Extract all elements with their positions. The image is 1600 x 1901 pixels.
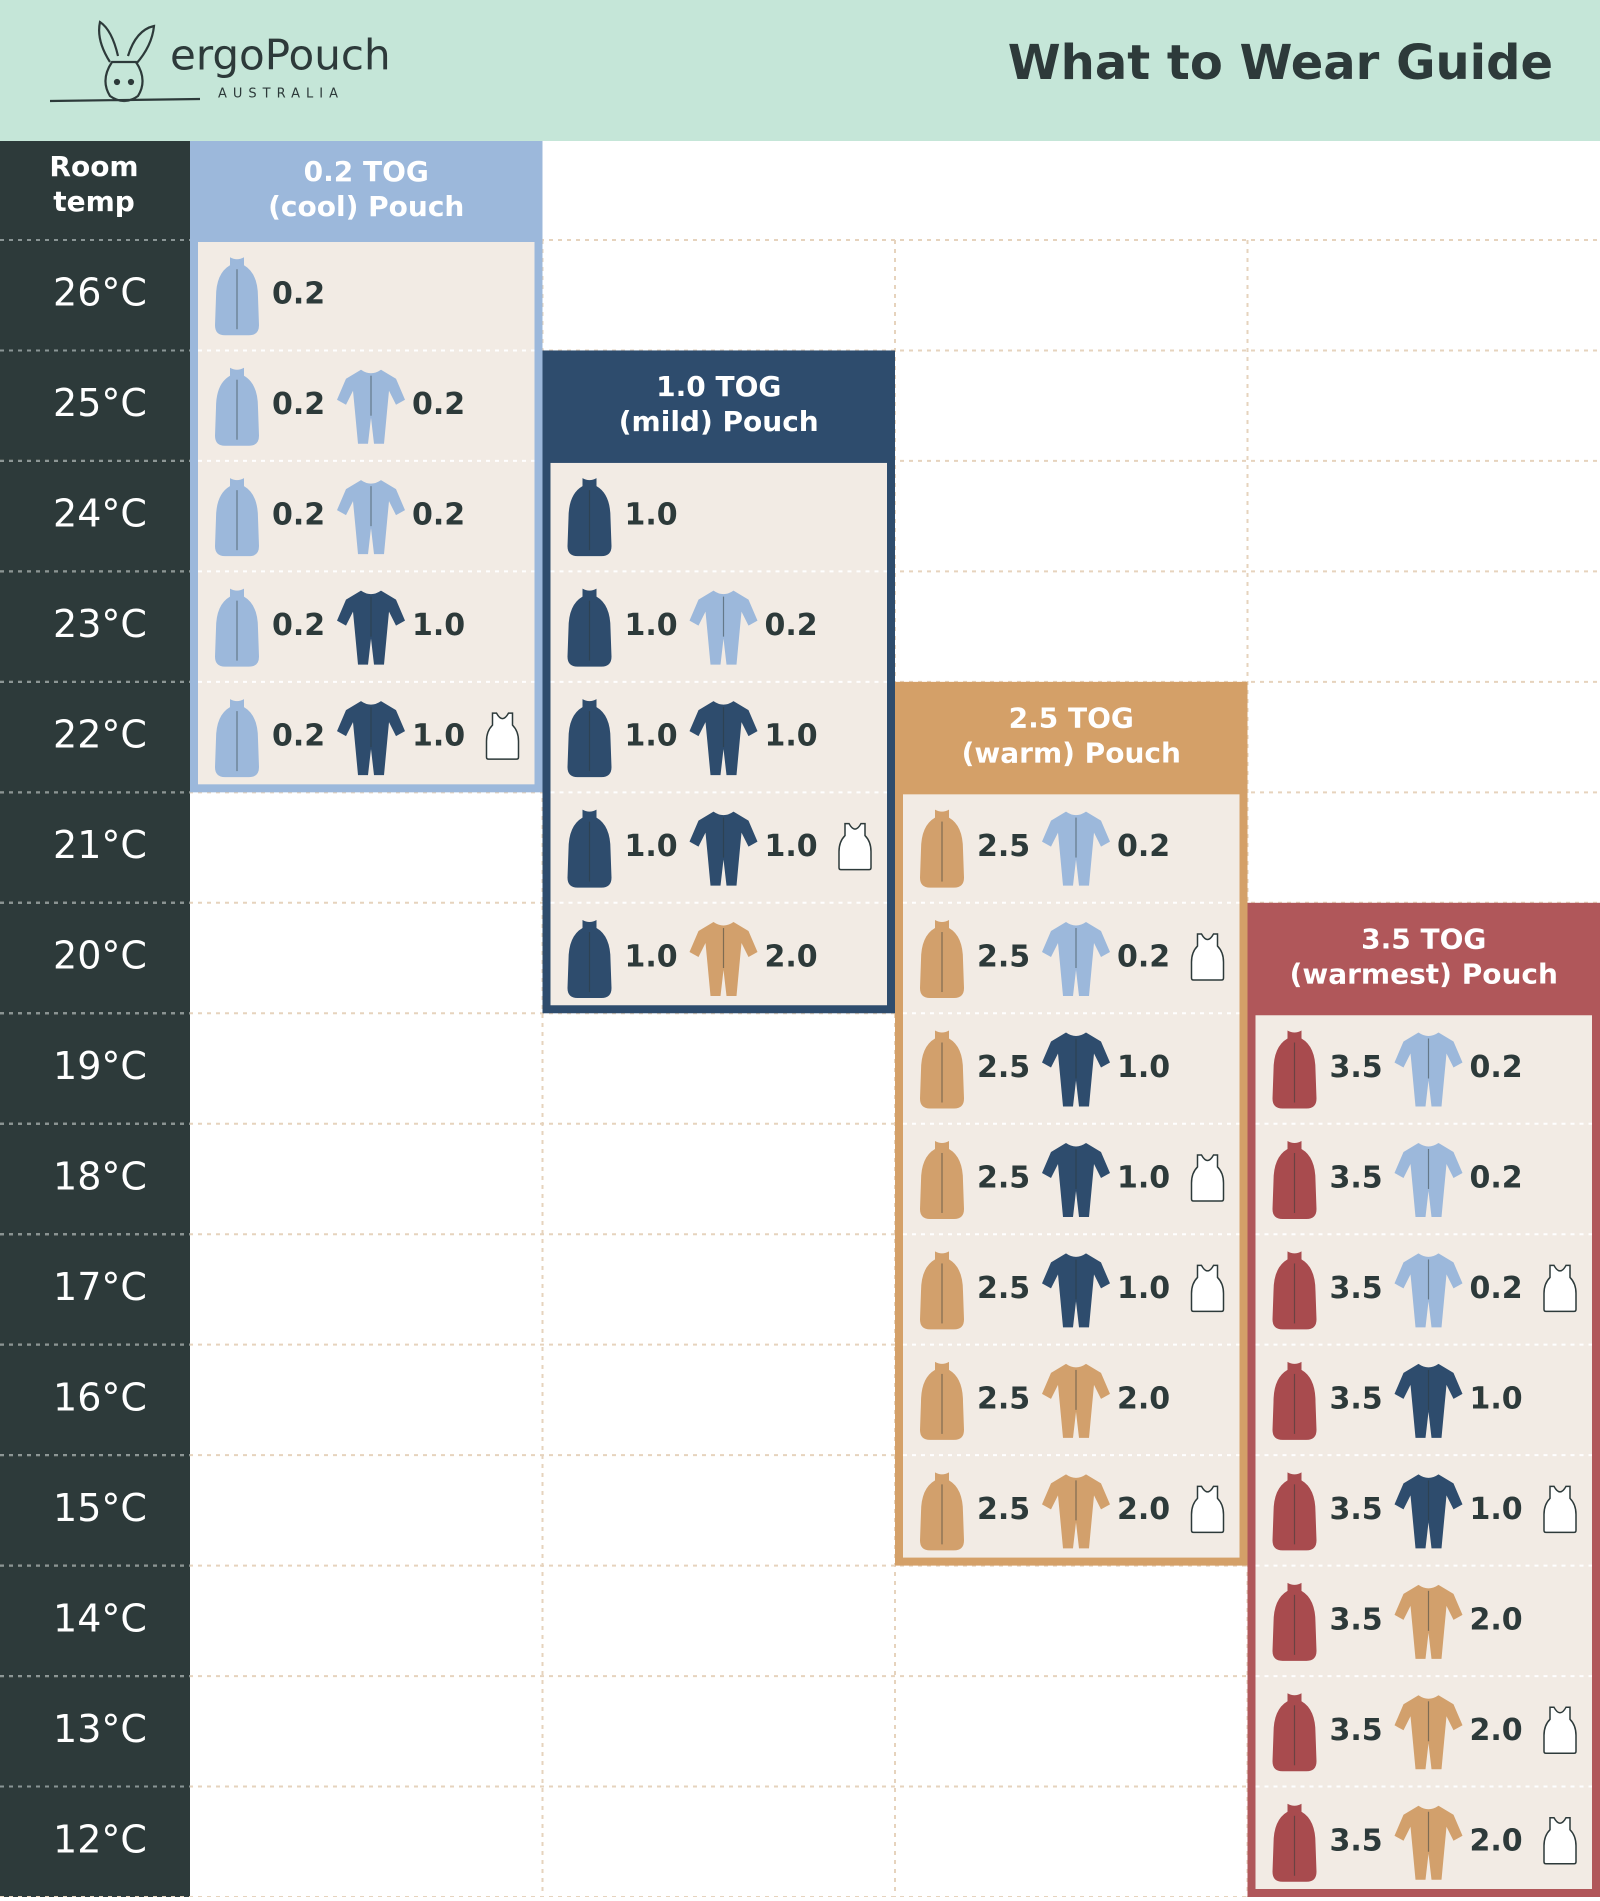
suit-tog: 1.0 [765, 719, 818, 754]
brand: ergoPouch [170, 31, 391, 80]
pouch-tog: 2.5 [977, 1381, 1030, 1416]
temp-label: 24°C [53, 492, 147, 536]
suit-tog: 2.0 [765, 940, 818, 975]
pouch-tog: 2.5 [977, 1492, 1030, 1527]
pouch-tog: 3.5 [1330, 1602, 1383, 1637]
temp-label: 16°C [53, 1375, 147, 1419]
temp-label: 14°C [53, 1596, 147, 1640]
temp-label: 25°C [53, 381, 147, 425]
suit-tog: 0.2 [765, 608, 818, 643]
row-label: temp [53, 185, 135, 218]
pouch-tog: 2.5 [977, 940, 1030, 975]
suit-tog: 0.2 [1470, 1050, 1523, 1085]
suit-tog: 2.0 [1117, 1381, 1170, 1416]
suit-tog: 1.0 [1470, 1492, 1523, 1527]
page-title: What to Wear Guide [1008, 35, 1553, 91]
pouch-tog: 2.5 [977, 1050, 1030, 1085]
temp-label: 15°C [53, 1486, 147, 1530]
pouch-tog: 3.5 [1330, 1050, 1383, 1085]
pouch-tog: 1.0 [625, 498, 678, 533]
pouch-tog: 1.0 [625, 940, 678, 975]
pouch-tog: 3.5 [1330, 1492, 1383, 1527]
temp-label: 13°C [53, 1707, 147, 1751]
logo-eye [129, 80, 133, 84]
pouch-tog: 3.5 [1330, 1271, 1383, 1306]
pouch-column-title: (warmest) Pouch [1290, 958, 1558, 991]
pouch-tog: 1.0 [625, 719, 678, 754]
pouch-tog: 0.2 [272, 498, 325, 533]
temp-label: 18°C [53, 1154, 147, 1198]
temp-label: 26°C [53, 271, 147, 315]
temp-label: 21°C [53, 823, 147, 867]
suit-tog: 2.0 [1470, 1602, 1523, 1637]
pouch-column-title: (warm) Pouch [962, 737, 1181, 770]
pouch-tog: 0.2 [272, 608, 325, 643]
temp-label: 17°C [53, 1265, 147, 1309]
temp-label: 12°C [53, 1817, 147, 1861]
suit-tog: 1.0 [1117, 1160, 1170, 1195]
suit-tog: 1.0 [412, 608, 465, 643]
pouch-column-title: 3.5 TOG [1361, 923, 1486, 956]
suit-tog: 0.2 [1117, 940, 1170, 975]
brand-country: AUSTRALIA [218, 87, 344, 102]
row-label: Room [49, 150, 138, 183]
suit-tog: 0.2 [1117, 829, 1170, 864]
suit-tog: 2.0 [1470, 1823, 1523, 1858]
pouch-tog: 3.5 [1330, 1823, 1383, 1858]
suit-tog: 1.0 [765, 829, 818, 864]
suit-tog: 1.0 [1117, 1050, 1170, 1085]
pouch-tog: 2.5 [977, 1271, 1030, 1306]
logo-eye [115, 80, 119, 84]
pouch-column-title: 0.2 TOG [304, 155, 429, 188]
pouch-tog: 1.0 [625, 608, 678, 643]
pouch-tog: 3.5 [1330, 1713, 1383, 1748]
pouch-column-title: 1.0 TOG [656, 370, 781, 403]
pouch-tog: 3.5 [1330, 1160, 1383, 1195]
suit-tog: 0.2 [1470, 1271, 1523, 1306]
temp-label: 23°C [53, 602, 147, 646]
temp-label: 20°C [53, 934, 147, 978]
pouch-tog: 2.5 [977, 1160, 1030, 1195]
suit-tog: 0.2 [412, 387, 465, 422]
pouch-tog: 0.2 [272, 719, 325, 754]
suit-tog: 2.0 [1470, 1713, 1523, 1748]
suit-tog: 2.0 [1117, 1492, 1170, 1527]
temp-label: 22°C [53, 713, 147, 757]
pouch-tog: 2.5 [977, 829, 1030, 864]
pouch-column-title: (cool) Pouch [268, 190, 464, 223]
suit-tog: 0.2 [1470, 1160, 1523, 1195]
temp-label: 19°C [53, 1044, 147, 1088]
suit-tog: 1.0 [1470, 1381, 1523, 1416]
pouch-tog: 3.5 [1330, 1381, 1383, 1416]
suit-tog: 0.2 [412, 498, 465, 533]
pouch-tog: 1.0 [625, 829, 678, 864]
suit-tog: 1.0 [412, 719, 465, 754]
pouch-tog: 0.2 [272, 277, 325, 312]
pouch-tog: 0.2 [272, 387, 325, 422]
suit-tog: 1.0 [1117, 1271, 1170, 1306]
pouch-column-title: 2.5 TOG [1009, 702, 1134, 735]
pouch-column-title: (mild) Pouch [619, 405, 819, 438]
